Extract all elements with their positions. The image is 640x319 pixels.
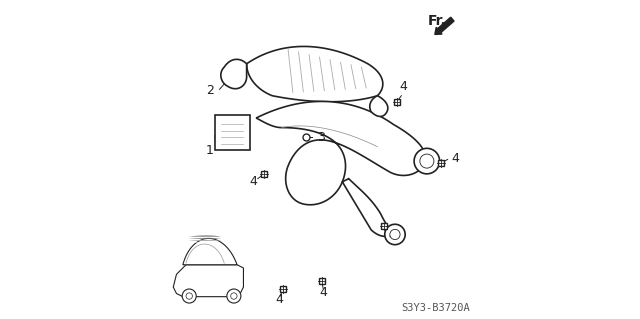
- Polygon shape: [246, 47, 383, 102]
- Circle shape: [390, 229, 400, 240]
- Polygon shape: [256, 101, 426, 205]
- Circle shape: [385, 224, 405, 245]
- Text: 1: 1: [205, 144, 213, 157]
- Text: S3Y3-B3720A: S3Y3-B3720A: [401, 303, 470, 313]
- Circle shape: [414, 148, 440, 174]
- Polygon shape: [370, 96, 388, 116]
- Polygon shape: [189, 242, 221, 243]
- Text: 4: 4: [250, 175, 257, 188]
- Polygon shape: [183, 239, 237, 265]
- Text: 4: 4: [399, 79, 407, 93]
- Text: 4: 4: [451, 152, 460, 165]
- FancyArrow shape: [435, 17, 454, 34]
- Polygon shape: [173, 265, 243, 297]
- Polygon shape: [189, 240, 221, 241]
- Text: 3: 3: [317, 131, 325, 144]
- Text: 4: 4: [275, 293, 283, 306]
- Polygon shape: [342, 179, 394, 236]
- Polygon shape: [215, 115, 250, 150]
- Polygon shape: [189, 238, 221, 239]
- Text: 2: 2: [206, 85, 214, 97]
- Circle shape: [186, 293, 193, 299]
- Circle shape: [230, 293, 237, 299]
- Polygon shape: [189, 240, 221, 241]
- Text: 4: 4: [388, 229, 397, 242]
- Text: Fr.: Fr.: [428, 14, 446, 28]
- Text: 4: 4: [319, 286, 327, 299]
- Polygon shape: [221, 59, 246, 89]
- Circle shape: [227, 289, 241, 303]
- Circle shape: [182, 289, 196, 303]
- Circle shape: [420, 154, 434, 168]
